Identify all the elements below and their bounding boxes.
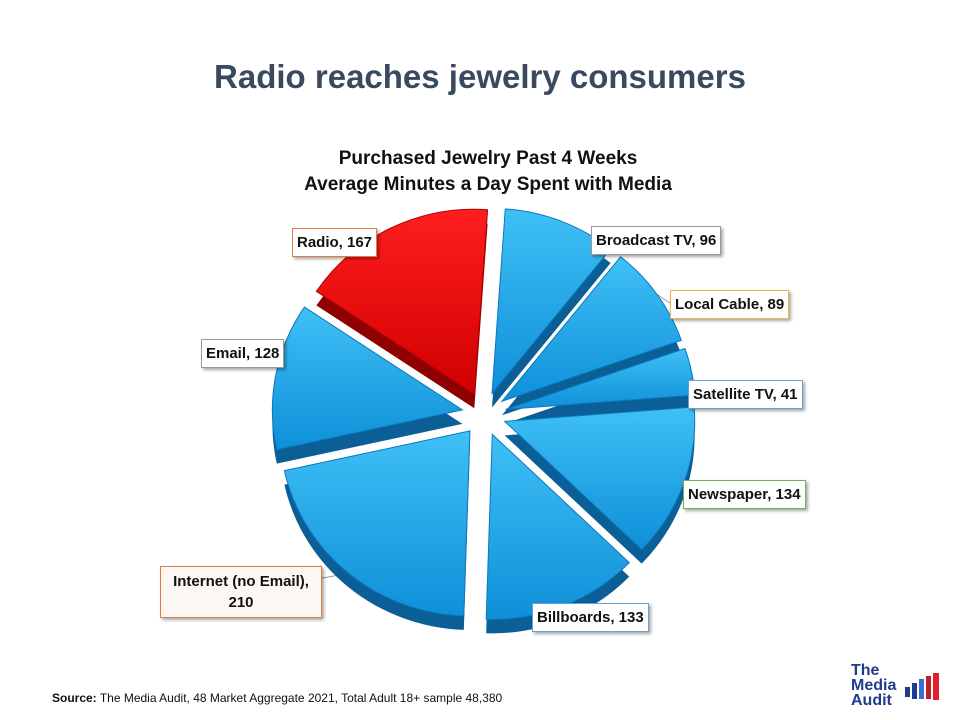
- label-radio: Radio, 167: [292, 228, 378, 257]
- chart-title-line2: Average Minutes a Day Spent with Media: [304, 174, 672, 195]
- chart-title-line1: Purchased Jewelry Past 4 Weeks: [338, 148, 638, 169]
- label-broadcast-tv: Broadcast TV, 96: [591, 226, 722, 255]
- label-email: Email, 128: [201, 339, 285, 368]
- slide-title: Radio reaches jewelry consumers: [214, 58, 746, 95]
- label-billboards: Billboards, 133: [532, 603, 649, 632]
- label-satellite-tv: Satellite TV, 41: [688, 380, 803, 409]
- pie-slices: [271, 208, 696, 634]
- label-internet: Internet (no Email), 210: [160, 566, 322, 618]
- leader-line-local-cable: [656, 293, 671, 304]
- pie-slice-local-cable: [500, 256, 682, 403]
- label-internet-line2: 210: [228, 594, 254, 611]
- source-note: Source: The Media Audit, 48 Market Aggre…: [52, 691, 502, 705]
- label-local-cable: Local Cable, 89: [670, 290, 790, 319]
- logo-line1: The: [851, 662, 880, 679]
- source-label: Source:: [52, 691, 97, 705]
- label-internet-line1: Internet (no Email),: [173, 573, 309, 590]
- label-newspaper: Newspaper, 134: [683, 480, 806, 509]
- logo-bars-icon: [905, 673, 939, 700]
- chart-title: Purchased Jewelry Past 4 Weeks Average M…: [0, 146, 960, 198]
- media-audit-logo: The Media Audit: [851, 663, 947, 713]
- logo-line2: Media: [851, 677, 897, 694]
- pie-slice-internet-no-email: [283, 430, 471, 617]
- source-text: The Media Audit, 48 Market Aggregate 202…: [99, 691, 503, 705]
- logo-line3: Audit: [851, 692, 892, 709]
- pie-slice-email: [271, 306, 464, 451]
